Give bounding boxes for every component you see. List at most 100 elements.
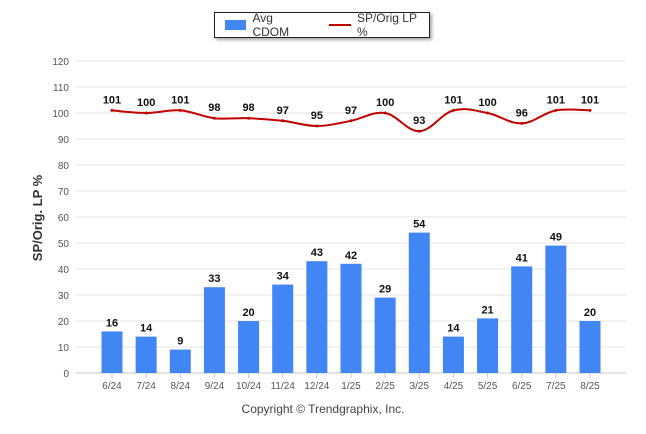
line-value-label: 97 (277, 105, 289, 117)
bar[interactable] (511, 266, 533, 373)
bar[interactable] (203, 287, 225, 373)
y-tick-label: 110 (53, 83, 69, 94)
bar[interactable] (238, 321, 260, 373)
line-point[interactable] (588, 108, 592, 112)
copyright-text: Copyright © Trendgraphix, Inc. (241, 402, 405, 416)
bar-value-label: 21 (481, 304, 493, 316)
y-tick-label: 120 (52, 57, 69, 68)
y-axis-ticks: 0 10 20 30 40 50 60 70 80 90 100 110 120 (52, 57, 69, 380)
line-value-label: 101 (103, 94, 121, 106)
x-tick-label: 6/24 (102, 381, 122, 392)
line-value-label: 96 (516, 107, 528, 119)
bar[interactable] (477, 318, 499, 373)
bar-value-label: 54 (413, 219, 426, 231)
y-tick-label: 50 (58, 239, 70, 250)
x-tick-label: 2/25 (375, 381, 395, 392)
bar-value-label: 34 (277, 271, 290, 283)
line-data-labels: 101 100 101 98 98 97 95 97 100 93 101 100 96 101 101 (103, 94, 599, 127)
bar-value-label: 16 (106, 317, 118, 329)
y-tick-label: 10 (58, 343, 70, 354)
bar-value-label: 41 (516, 252, 528, 264)
legend-swatch-line (329, 24, 351, 26)
y-tick-label: 20 (58, 317, 70, 328)
bar[interactable] (374, 297, 396, 373)
bar[interactable] (340, 263, 362, 373)
x-tick-label: 6/25 (512, 381, 532, 392)
line-value-label: 93 (413, 115, 425, 127)
line-value-label: 100 (478, 97, 496, 109)
line-point[interactable] (486, 111, 490, 115)
y-tick-label: 100 (52, 109, 69, 120)
line-point[interactable] (281, 119, 285, 123)
y-tick-label: 0 (63, 369, 69, 380)
line-value-label: 97 (345, 105, 357, 117)
bar[interactable] (101, 331, 123, 373)
y-tick-label: 30 (58, 291, 70, 302)
x-axis-ticks: 6/24 7/24 8/24 9/24 10/24 11/24 12/24 1/25 2/25 3… (102, 373, 600, 392)
legend-item-bar[interactable]: Avg CDOM (225, 11, 311, 39)
y-axis-label: SP/Orig. LP % (30, 174, 45, 261)
bar[interactable] (272, 284, 294, 373)
line-point[interactable] (315, 124, 319, 128)
legend-label-line: SP/Orig LP % (356, 11, 417, 39)
x-tick-label: 7/25 (546, 381, 566, 392)
line-value-label: 101 (444, 94, 462, 106)
line-point[interactable] (110, 108, 114, 112)
x-tick-label: 5/25 (478, 381, 498, 392)
bar-value-label: 14 (140, 323, 153, 335)
bar[interactable] (408, 232, 430, 373)
line-value-label: 98 (208, 102, 220, 114)
y-tick-label: 70 (58, 187, 70, 198)
line-value-label: 100 (137, 97, 155, 109)
bar-value-label: 9 (177, 336, 183, 348)
x-tick-label: 8/24 (171, 381, 191, 392)
y-tick-label: 40 (58, 265, 70, 276)
x-tick-label: 10/24 (236, 381, 261, 392)
bar[interactable] (135, 336, 157, 373)
bar-series (101, 232, 601, 373)
bar-value-label: 14 (447, 323, 460, 335)
bar-value-label: 43 (311, 247, 323, 259)
x-tick-label: 3/25 (410, 381, 430, 392)
bar[interactable] (545, 245, 567, 373)
line-series (110, 108, 592, 133)
legend-label-bar: Avg CDOM (252, 11, 290, 39)
line-point[interactable] (554, 108, 558, 112)
line-value-label: 95 (311, 110, 323, 122)
bar-value-label: 20 (242, 307, 254, 319)
bar-value-label: 33 (208, 273, 220, 285)
line-point[interactable] (349, 119, 353, 123)
x-tick-label: 12/24 (304, 381, 329, 392)
x-tick-label: 9/24 (205, 381, 225, 392)
bar-value-label: 29 (379, 284, 391, 296)
line-point[interactable] (451, 108, 455, 112)
x-tick-label: 11/24 (271, 381, 296, 392)
line-value-label: 101 (581, 94, 599, 106)
line-point[interactable] (520, 121, 524, 125)
x-tick-label: 8/25 (580, 381, 600, 392)
y-tick-label: 60 (58, 213, 70, 224)
line-point[interactable] (178, 108, 182, 112)
line-point[interactable] (144, 111, 148, 115)
bar-value-label: 49 (550, 232, 562, 244)
bar-value-label: 42 (345, 250, 357, 262)
line-point[interactable] (383, 111, 387, 115)
y-tick-label: 80 (58, 161, 70, 172)
bar[interactable] (579, 321, 601, 373)
y-tick-label: 90 (58, 135, 70, 146)
bar-data-labels: 16 14 9 33 20 34 43 42 29 54 14 21 41 49 20 (106, 219, 596, 348)
x-tick-label: 1/25 (341, 381, 361, 392)
bar[interactable] (169, 349, 191, 373)
line-value-label: 101 (171, 94, 189, 106)
bar[interactable] (306, 261, 328, 373)
line-value-label: 101 (547, 94, 565, 106)
line-point[interactable] (212, 116, 216, 120)
line-point[interactable] (417, 129, 421, 133)
bar[interactable] (442, 336, 464, 373)
legend-item-line[interactable]: SP/Orig LP % (329, 11, 429, 39)
line-point[interactable] (247, 116, 251, 120)
bar-value-label: 20 (584, 307, 596, 319)
x-tick-label: 7/24 (136, 381, 156, 392)
line-value-label: 98 (242, 102, 254, 114)
